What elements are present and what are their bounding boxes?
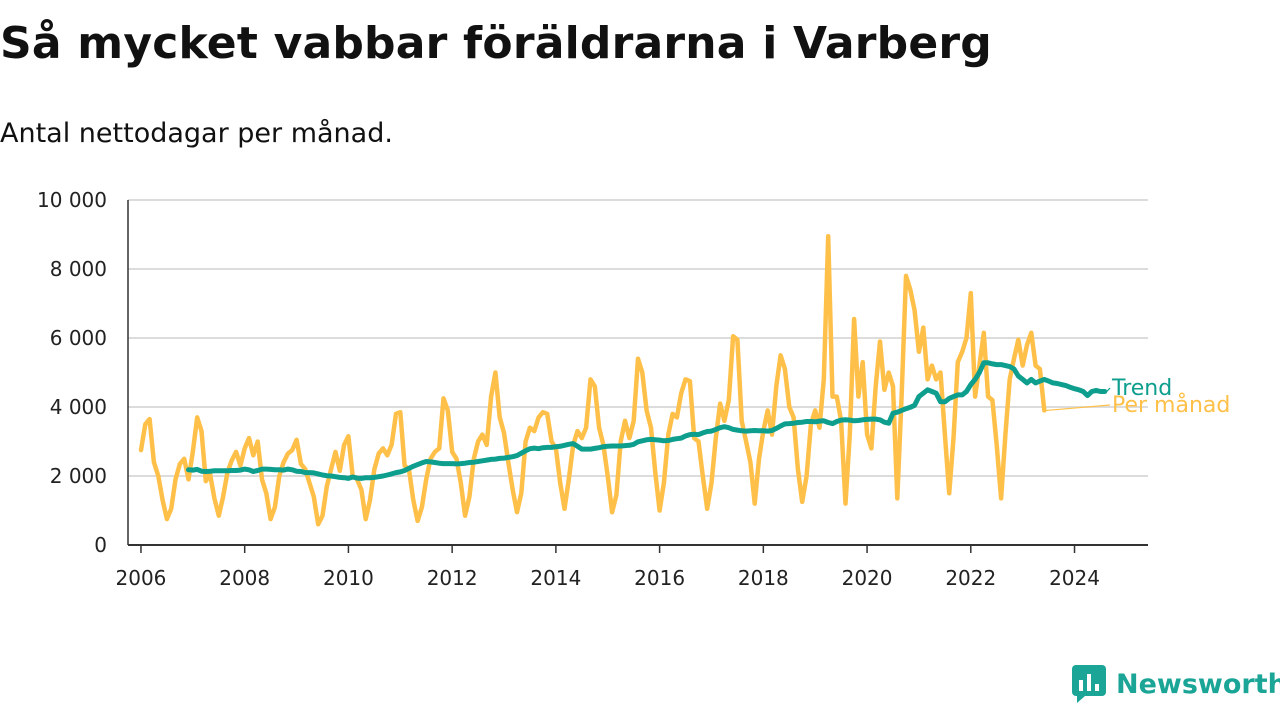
chart-title: Så mycket vabbar föräldrarna i Varberg: [0, 18, 992, 69]
x-tick-label: 2010: [323, 566, 374, 590]
x-tick-label: 2012: [427, 566, 478, 590]
y-tick-label: 0: [94, 533, 107, 557]
brand-name: Newsworthy: [1116, 668, 1280, 700]
legend-label: Per månad: [1112, 392, 1230, 418]
y-tick-label: 6 000: [50, 326, 107, 350]
x-tick-label: 2020: [842, 566, 893, 590]
x-tick-label: 2008: [219, 566, 270, 590]
y-tick-label: 8 000: [50, 257, 107, 281]
y-tick-label: 2 000: [50, 464, 107, 488]
x-tick-label: 2024: [1049, 566, 1100, 590]
x-tick-label: 2016: [634, 566, 685, 590]
x-tick-label: 2006: [116, 566, 167, 590]
legend-connector: [1106, 387, 1111, 392]
y-tick-label: 4 000: [50, 395, 107, 419]
legend-label: Trend: [1111, 376, 1172, 401]
chart-subtitle: Antal nettodagar per månad.: [0, 118, 393, 149]
legend-connector: [1046, 404, 1111, 412]
x-tick-label: 2014: [530, 566, 581, 590]
x-tick-label: 2018: [738, 566, 789, 590]
y-tick-label: 10 000: [37, 188, 107, 212]
x-tick-label: 2022: [945, 566, 996, 590]
brand-logo: Newsworthy: [1072, 665, 1280, 703]
newsworthy-logo-icon: [1072, 665, 1106, 703]
series-line-per-m-nad: [138, 233, 1047, 527]
series-line-trend: [186, 360, 1108, 481]
